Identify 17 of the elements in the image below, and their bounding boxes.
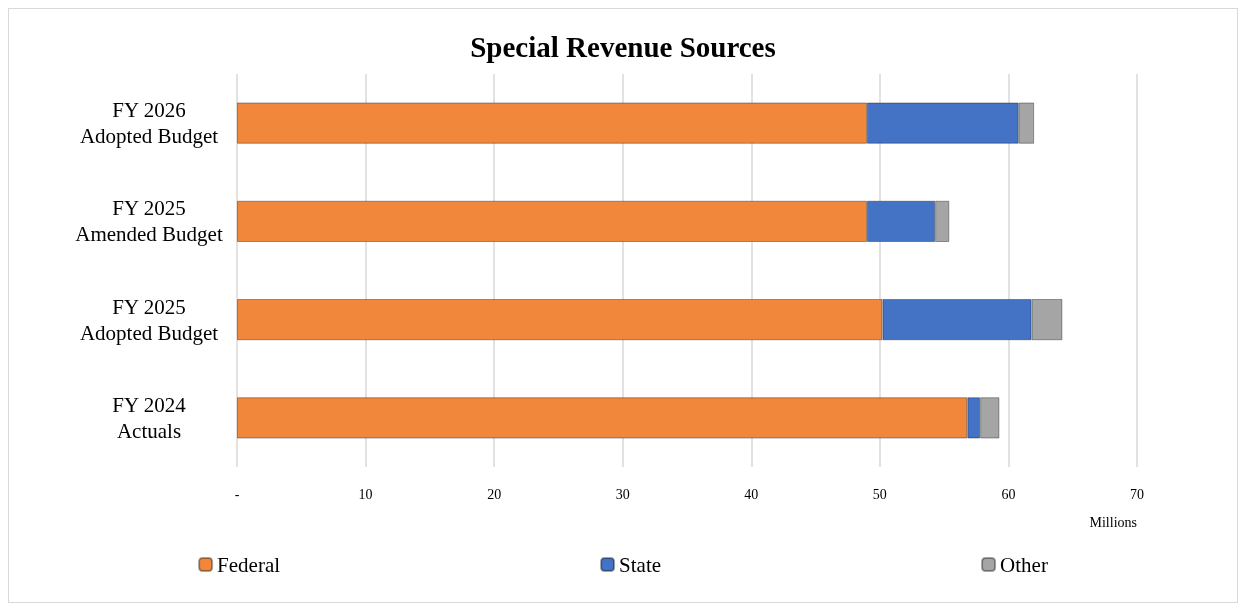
x-axis-title: Millions [1089, 514, 1137, 530]
x-tick-label: 10 [358, 486, 373, 502]
y-tick-label: FY 2025 Amended Budget [75, 196, 223, 247]
x-tick-label: 70 [1130, 486, 1144, 502]
x-tick-label: 30 [615, 486, 630, 502]
y-tick-label: FY 2026 Adopted Budget [79, 98, 219, 149]
x-tick-label: 20 [487, 486, 502, 502]
chart-title: Special Revenue Sources [470, 30, 776, 63]
x-tick-label: 50 [872, 486, 887, 502]
y-tick-label: FY 2024 Actuals [112, 392, 187, 443]
legend-label: State [619, 552, 662, 577]
y-tick-label: FY 2025 Adopted Budget [79, 294, 219, 345]
legend-label: Other [1000, 552, 1048, 577]
x-tick-label: 40 [744, 486, 759, 502]
x-tick-label: 60 [1001, 486, 1016, 502]
legend-label: Federal [217, 552, 281, 577]
x-tick-label: - [234, 486, 240, 502]
